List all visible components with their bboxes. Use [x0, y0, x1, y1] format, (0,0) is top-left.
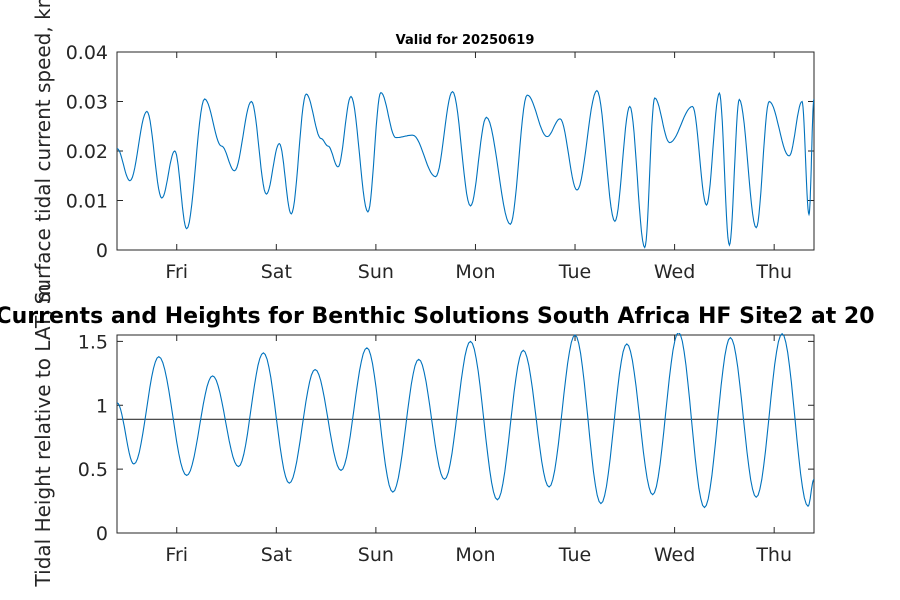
height-xtick-label: Fri	[165, 544, 188, 566]
speed-ytick-label: 0.02	[66, 141, 108, 163]
height-xtick-label: Wed	[654, 544, 695, 566]
height-ytick-label: 1.5	[78, 331, 108, 353]
tidal-height-ylabel: Tidal Height relative to LAT, m	[31, 284, 55, 588]
height-xtick-label: Sat	[261, 544, 292, 566]
speed-xtick-label: Mon	[455, 261, 495, 283]
height-plot-frame	[116, 334, 815, 534]
speed-series-line	[117, 89, 814, 249]
height-series-line	[117, 333, 814, 509]
speed-xtick-label: Tue	[558, 261, 591, 283]
height-xtick-label: Mon	[455, 544, 495, 566]
height-ytick-label: 1	[96, 395, 108, 417]
speed-xtick-label: Sat	[261, 261, 292, 283]
speed-ytick-label: 0	[96, 240, 108, 262]
speed-xtick-label: Sun	[358, 261, 394, 283]
height-ytick-label: 0	[96, 523, 108, 545]
current-speed-axes: 0 0.01 0.02 0.03 0.04 Fri Sat Sun Mon Tue Wed Thu	[66, 42, 815, 283]
speed-plot-frame	[116, 51, 815, 251]
current-speed-ylabel: Surface tidal current speed, kn	[31, 0, 55, 304]
figure-main-title: Currents and Heights for Benthic Solutio…	[0, 304, 875, 329]
speed-xtick-label: Fri	[165, 261, 188, 283]
speed-ytick-label: 0.03	[66, 92, 108, 114]
top-plot-title: Valid for 20250619	[396, 33, 535, 48]
height-xtick-label: Tue	[558, 544, 591, 566]
height-ytick-label: 0.5	[78, 459, 108, 481]
speed-xtick-label: Wed	[654, 261, 695, 283]
tidal-height-axes: 0 0.5 1 1.5 Fri Sat Sun Mon Tue Wed Thu	[78, 331, 815, 566]
speed-xtick-label: Thu	[755, 261, 792, 283]
speed-ytick-label: 0.04	[66, 42, 108, 64]
speed-ytick-label: 0.01	[66, 191, 108, 213]
height-xtick-label: Thu	[755, 544, 792, 566]
height-xtick-label: Sun	[358, 544, 394, 566]
